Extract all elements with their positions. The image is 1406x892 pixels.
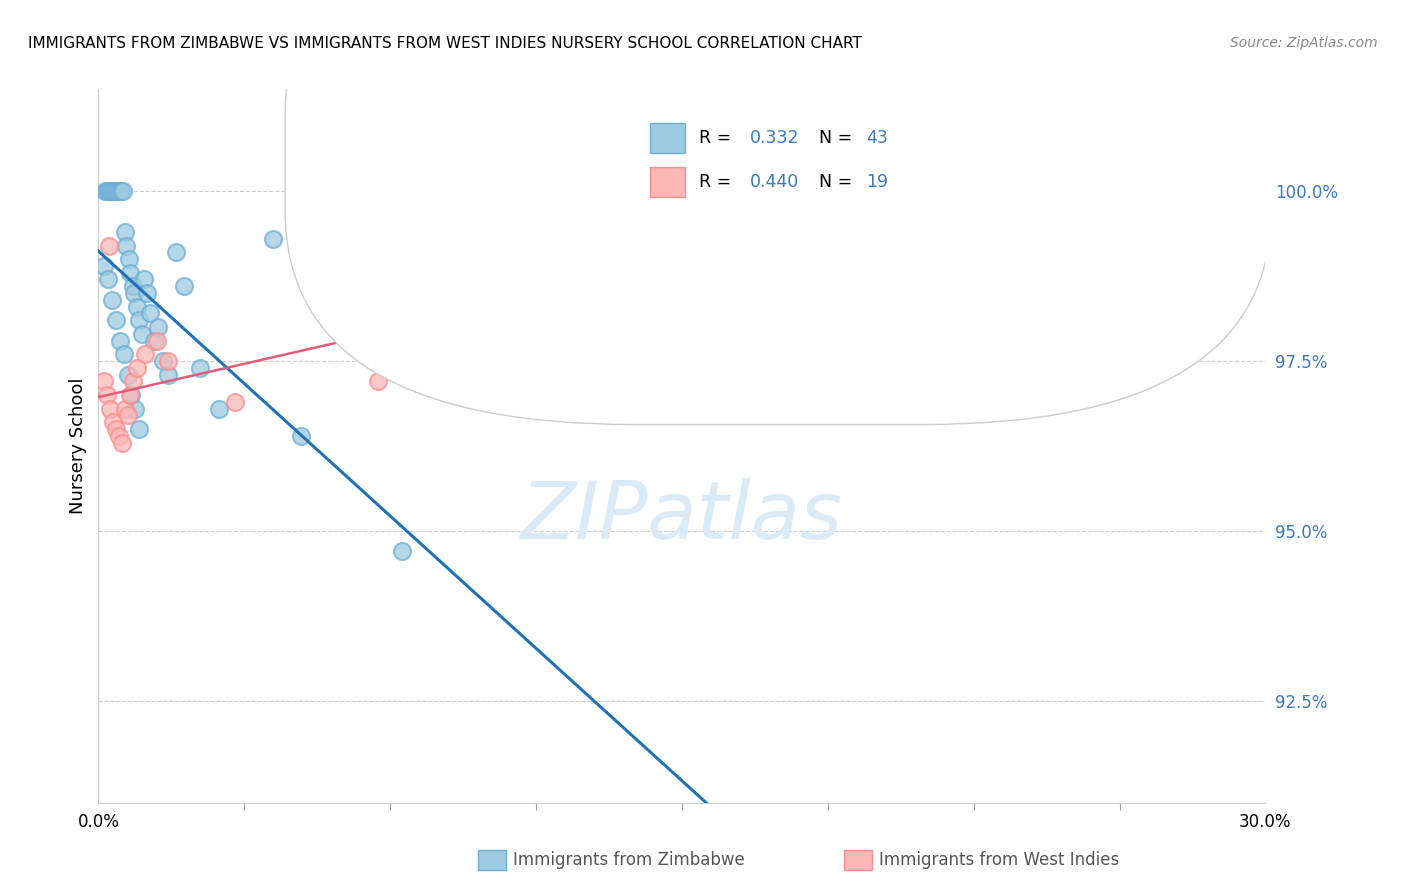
Point xyxy=(114,225,136,239)
Point xyxy=(122,286,145,301)
Point xyxy=(103,415,125,429)
Point xyxy=(121,279,143,293)
Point xyxy=(367,375,389,389)
Point xyxy=(111,435,134,450)
Point xyxy=(114,401,136,416)
Point xyxy=(105,184,128,198)
Text: Immigrants from Zimbabwe: Immigrants from Zimbabwe xyxy=(513,851,745,869)
Point xyxy=(134,272,156,286)
Point xyxy=(943,178,966,192)
Text: R =: R = xyxy=(699,128,737,146)
Point xyxy=(131,326,153,341)
Point xyxy=(98,184,121,198)
Point xyxy=(208,401,231,416)
Point xyxy=(93,375,115,389)
Point xyxy=(97,272,120,286)
Point xyxy=(117,368,139,382)
Point xyxy=(107,429,129,443)
Point xyxy=(157,354,180,368)
Text: 0.440: 0.440 xyxy=(749,173,799,191)
Point xyxy=(173,279,195,293)
Point xyxy=(118,252,141,266)
Point xyxy=(96,184,118,198)
Point xyxy=(125,300,148,314)
Point xyxy=(120,266,142,280)
Point xyxy=(146,334,169,348)
Point xyxy=(96,388,118,402)
Point xyxy=(391,544,413,558)
Text: 43: 43 xyxy=(866,128,889,146)
Point xyxy=(124,401,146,416)
Point xyxy=(152,354,174,368)
Point xyxy=(111,184,134,198)
Point xyxy=(122,375,145,389)
Point xyxy=(103,184,125,198)
Text: ZIPatlas: ZIPatlas xyxy=(520,478,844,557)
Point xyxy=(104,313,127,327)
Bar xyxy=(651,167,685,197)
Point xyxy=(104,422,127,436)
Text: N =: N = xyxy=(808,128,858,146)
Point xyxy=(128,422,150,436)
Point xyxy=(128,313,150,327)
Text: 19: 19 xyxy=(866,173,889,191)
Point xyxy=(127,360,149,375)
Point xyxy=(142,334,165,348)
Point xyxy=(100,184,122,198)
Point xyxy=(112,347,135,361)
Point xyxy=(156,368,179,382)
Point xyxy=(139,306,162,320)
Point xyxy=(108,334,131,348)
Point xyxy=(93,259,115,273)
Bar xyxy=(651,123,685,153)
Text: R =: R = xyxy=(699,173,737,191)
Point xyxy=(117,409,139,423)
Point xyxy=(262,232,284,246)
FancyBboxPatch shape xyxy=(285,0,1271,425)
Point xyxy=(98,401,121,416)
Text: Source: ZipAtlas.com: Source: ZipAtlas.com xyxy=(1230,36,1378,50)
Point xyxy=(224,394,246,409)
Point xyxy=(188,360,211,375)
Point xyxy=(115,238,138,252)
Text: 0.332: 0.332 xyxy=(749,128,799,146)
Point xyxy=(136,286,159,301)
Text: IMMIGRANTS FROM ZIMBABWE VS IMMIGRANTS FROM WEST INDIES NURSERY SCHOOL CORRELATI: IMMIGRANTS FROM ZIMBABWE VS IMMIGRANTS F… xyxy=(28,36,862,51)
Text: N =: N = xyxy=(808,173,858,191)
Point xyxy=(110,184,132,198)
Point xyxy=(94,184,117,198)
Point xyxy=(121,388,143,402)
Point xyxy=(104,184,127,198)
Point xyxy=(290,429,312,443)
Point xyxy=(120,388,142,402)
Point xyxy=(165,245,187,260)
Point xyxy=(107,184,129,198)
Y-axis label: Nursery School: Nursery School xyxy=(69,377,87,515)
Point xyxy=(134,347,156,361)
Text: Immigrants from West Indies: Immigrants from West Indies xyxy=(879,851,1119,869)
Point xyxy=(146,320,169,334)
Point xyxy=(101,293,124,307)
Point xyxy=(98,238,121,252)
